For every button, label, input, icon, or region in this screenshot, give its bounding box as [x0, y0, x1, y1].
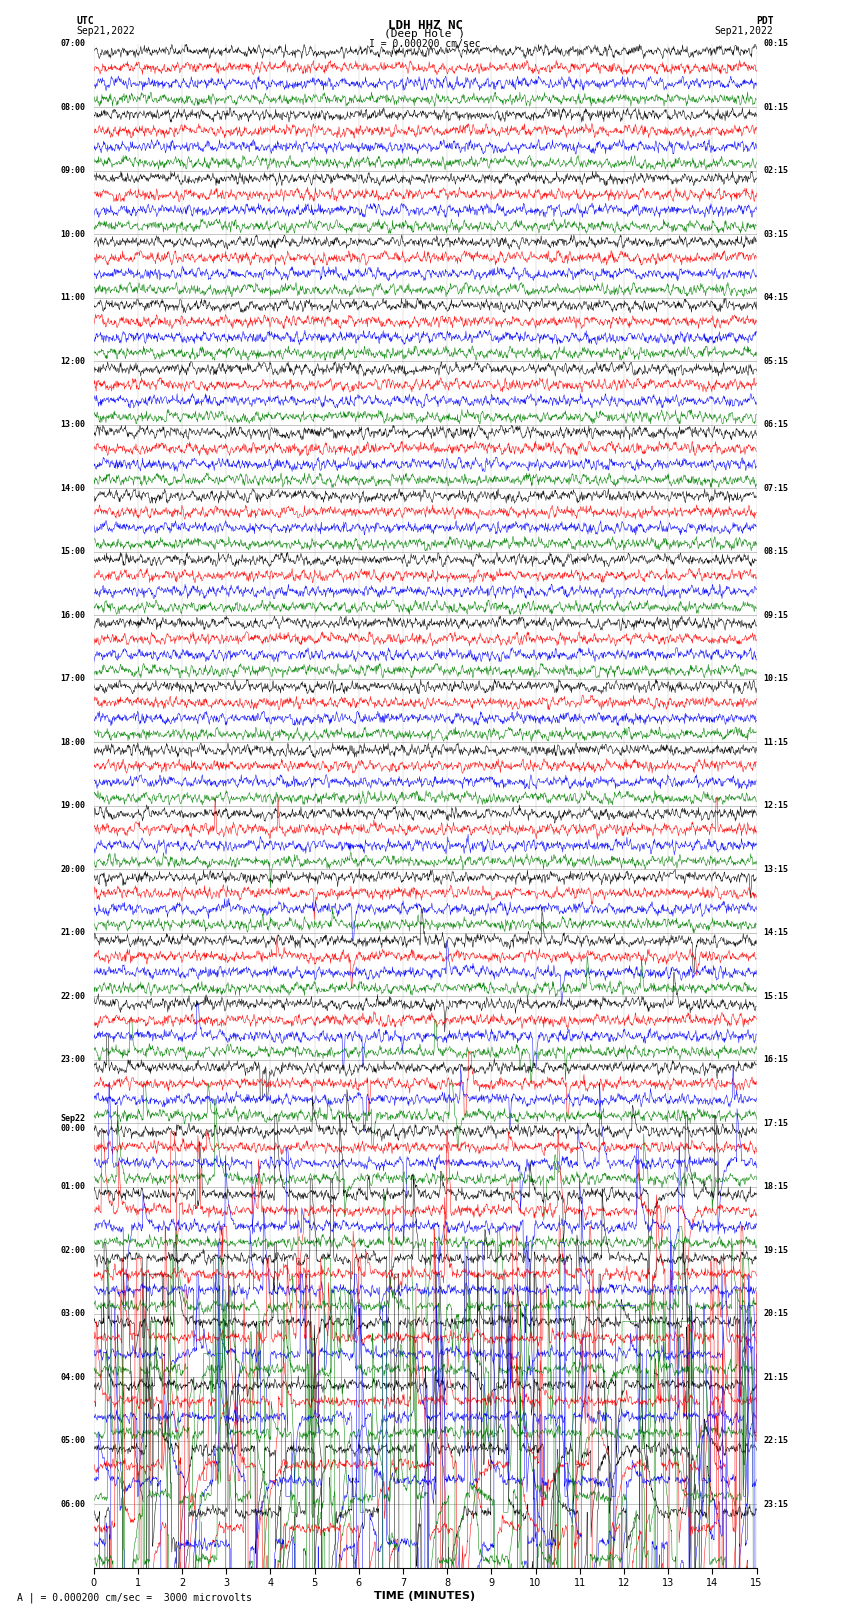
Text: 01:15: 01:15	[763, 103, 788, 111]
Text: 07:00: 07:00	[60, 39, 86, 48]
Text: 09:00: 09:00	[60, 166, 86, 176]
Text: 23:00: 23:00	[60, 1055, 86, 1065]
Text: 05:15: 05:15	[763, 356, 788, 366]
Text: 21:00: 21:00	[60, 927, 86, 937]
Text: 21:15: 21:15	[763, 1373, 788, 1382]
Text: Sep21,2022: Sep21,2022	[715, 26, 774, 35]
Text: 10:00: 10:00	[60, 229, 86, 239]
Text: 04:15: 04:15	[763, 294, 788, 302]
Text: 02:15: 02:15	[763, 166, 788, 176]
X-axis label: TIME (MINUTES): TIME (MINUTES)	[375, 1590, 475, 1602]
Text: 20:00: 20:00	[60, 865, 86, 874]
Text: 12:15: 12:15	[763, 802, 788, 810]
Text: 11:00: 11:00	[60, 294, 86, 302]
Text: 14:15: 14:15	[763, 927, 788, 937]
Text: UTC: UTC	[76, 16, 94, 26]
Text: 02:00: 02:00	[60, 1245, 86, 1255]
Text: 20:15: 20:15	[763, 1310, 788, 1318]
Text: 13:00: 13:00	[60, 419, 86, 429]
Text: 11:15: 11:15	[763, 737, 788, 747]
Text: 14:00: 14:00	[60, 484, 86, 492]
Text: 08:00: 08:00	[60, 103, 86, 111]
Text: I = 0.000200 cm/sec: I = 0.000200 cm/sec	[369, 39, 481, 48]
Text: Sep21,2022: Sep21,2022	[76, 26, 135, 35]
Text: 22:15: 22:15	[763, 1436, 788, 1445]
Text: 19:00: 19:00	[60, 802, 86, 810]
Text: 12:00: 12:00	[60, 356, 86, 366]
Text: 03:00: 03:00	[60, 1310, 86, 1318]
Text: 19:15: 19:15	[763, 1245, 788, 1255]
Text: 00:15: 00:15	[763, 39, 788, 48]
Text: 06:15: 06:15	[763, 419, 788, 429]
Text: 17:15: 17:15	[763, 1119, 788, 1127]
Text: 23:15: 23:15	[763, 1500, 788, 1508]
Text: 07:15: 07:15	[763, 484, 788, 492]
Text: A | = 0.000200 cm/sec =  3000 microvolts: A | = 0.000200 cm/sec = 3000 microvolts	[17, 1592, 252, 1603]
Text: 08:15: 08:15	[763, 547, 788, 556]
Text: PDT: PDT	[756, 16, 774, 26]
Text: 16:00: 16:00	[60, 611, 86, 619]
Text: (Deep Hole ): (Deep Hole )	[384, 29, 466, 39]
Text: 13:15: 13:15	[763, 865, 788, 874]
Text: 10:15: 10:15	[763, 674, 788, 684]
Text: 15:15: 15:15	[763, 992, 788, 1000]
Text: 22:00: 22:00	[60, 992, 86, 1000]
Text: 09:15: 09:15	[763, 611, 788, 619]
Text: 16:15: 16:15	[763, 1055, 788, 1065]
Text: 01:00: 01:00	[60, 1182, 86, 1192]
Text: Sep22
00:00: Sep22 00:00	[60, 1113, 86, 1132]
Text: LDH HHZ NC: LDH HHZ NC	[388, 19, 462, 32]
Text: 03:15: 03:15	[763, 229, 788, 239]
Text: 15:00: 15:00	[60, 547, 86, 556]
Text: 06:00: 06:00	[60, 1500, 86, 1508]
Text: 18:15: 18:15	[763, 1182, 788, 1192]
Text: 17:00: 17:00	[60, 674, 86, 684]
Text: 18:00: 18:00	[60, 737, 86, 747]
Text: 05:00: 05:00	[60, 1436, 86, 1445]
Text: 04:00: 04:00	[60, 1373, 86, 1382]
